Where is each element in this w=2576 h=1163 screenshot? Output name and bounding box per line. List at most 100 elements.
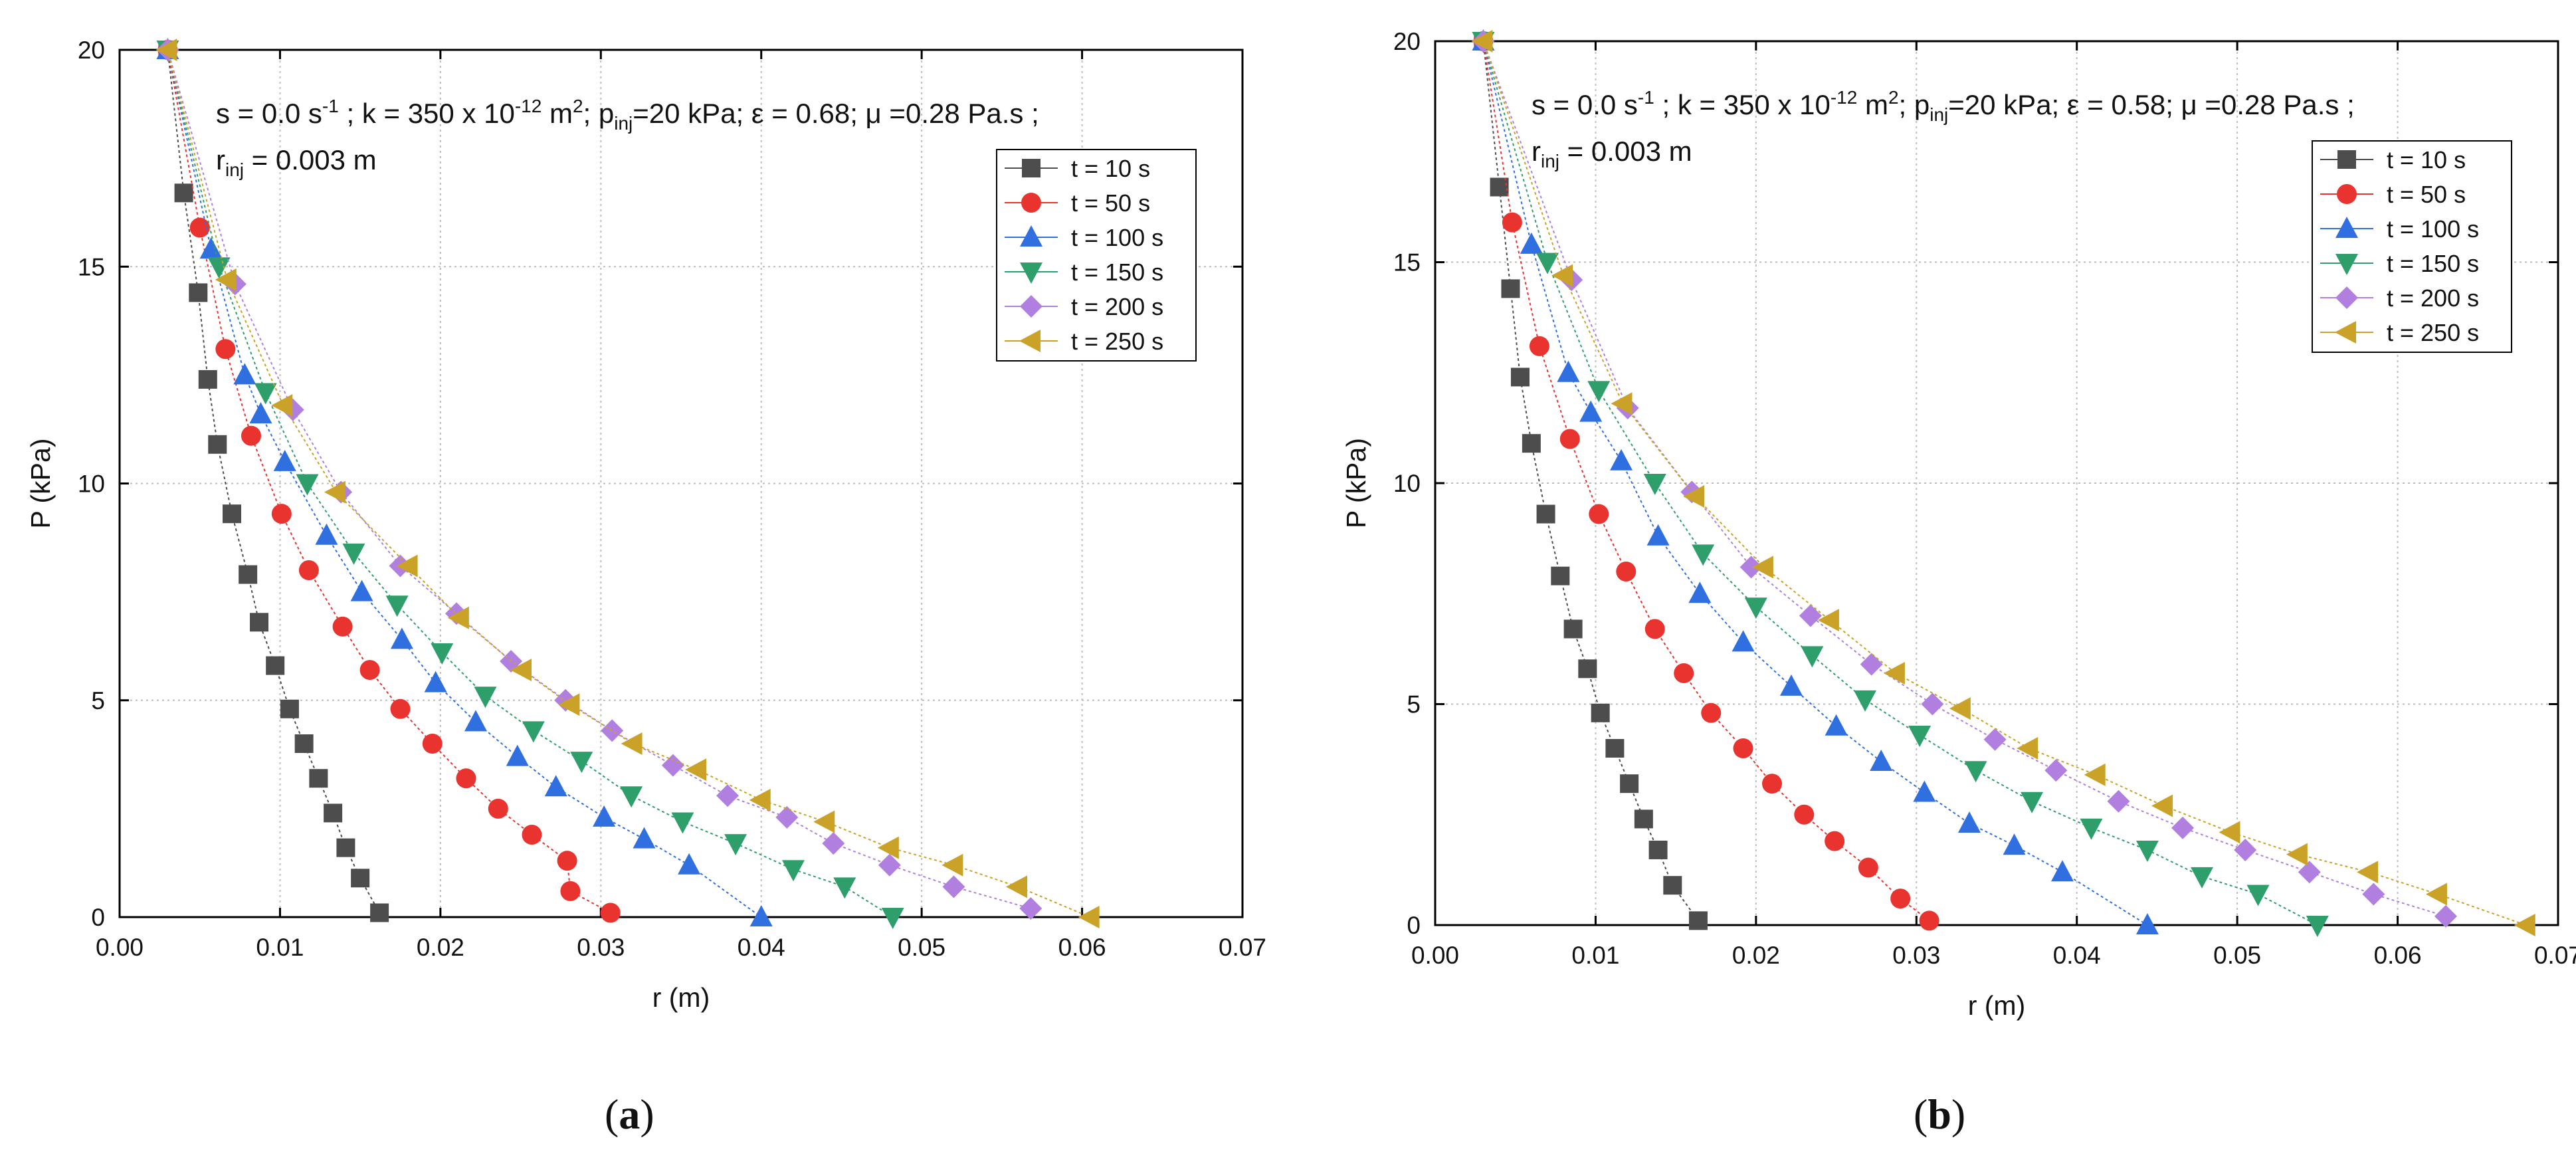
data-point-2-2 <box>233 363 256 385</box>
data-point-5-4 <box>396 554 418 578</box>
data-point-2-11 <box>1913 780 1936 802</box>
annotation-line-1: s = 0.0 s-1 ; k = 350 x 10-12 m2; pinj=2… <box>216 96 1039 134</box>
legend-marker-2 <box>2335 217 2358 238</box>
data-point-4-6 <box>1860 653 1883 676</box>
data-point-5-8 <box>2017 737 2038 760</box>
data-point-4-15 <box>1019 897 1042 920</box>
data-point-2-12 <box>593 805 616 827</box>
data-point-5-6 <box>1883 661 1905 685</box>
legend-label-3: t = 150 s <box>1071 259 1163 286</box>
legend-box <box>996 149 1197 362</box>
annot-m2: 2 <box>1888 87 1899 108</box>
annot-p-val: =20 kPa; ε = 0.68; μ =0.28 Pa.s ; <box>633 98 1039 129</box>
data-point-5-12 <box>2286 843 2308 866</box>
chart-panel-b: 0.00 0.01 0.02 0.03 0.04 0.05 0.06 0.07 0 5 10 15 20… <box>1341 28 2576 1021</box>
data-point-0-12 <box>1634 809 1653 829</box>
data-point-1-1 <box>1502 212 1522 233</box>
annot-k: ; k = 350 x 10 <box>339 98 515 129</box>
legend-label-4: t = 200 s <box>2387 284 2479 312</box>
data-point-2-9 <box>1825 714 1848 736</box>
chart-panel-a: 0.00 0.01 0.02 0.03 0.04 0.05 0.06 0.07 0 5 10 15 20… <box>25 37 1266 1013</box>
data-point-3-1 <box>207 257 231 279</box>
data-point-1-7 <box>1674 663 1694 683</box>
data-point-0-4 <box>1522 434 1541 453</box>
annot-k-unit: m <box>542 98 573 129</box>
annot-m2: 2 <box>573 96 583 116</box>
data-point-2-7 <box>390 627 413 649</box>
data-point-1-8 <box>1701 702 1722 723</box>
data-point-5-1 <box>1551 264 1573 287</box>
y-tick-label: 20 <box>78 37 105 64</box>
data-point-2-5 <box>1646 524 1670 546</box>
series-line-0 <box>1482 41 1699 921</box>
data-point-2-1 <box>1520 232 1543 254</box>
data-point-3-12 <box>2135 840 2159 862</box>
annot-r-sub: inj <box>1541 151 1559 171</box>
series-line-5 <box>167 49 1090 918</box>
data-point-0-13 <box>336 838 355 857</box>
data-point-2-7 <box>1732 630 1755 652</box>
data-point-0-2 <box>1501 279 1520 298</box>
legend-marker-3 <box>2335 254 2358 275</box>
data-point-0-14 <box>1663 876 1682 895</box>
data-point-3-8 <box>522 721 545 743</box>
data-point-5-14 <box>2425 883 2447 906</box>
data-point-1-2 <box>1529 336 1549 356</box>
data-point-1-15 <box>1919 910 1939 931</box>
annot-p-sub: inj <box>1930 104 1948 125</box>
data-point-4-9 <box>2044 759 2068 782</box>
y-axis-title: P (kPa) <box>25 439 56 529</box>
annot-r: r <box>1532 136 1541 167</box>
data-point-3-11 <box>2080 818 2103 840</box>
data-point-3-10 <box>2021 792 2044 813</box>
data-point-0-5 <box>1536 504 1555 524</box>
legend-marker-1 <box>1021 193 1041 213</box>
series-line-1 <box>1482 41 1930 922</box>
legend-marker-2 <box>1020 225 1042 247</box>
legend-label-5: t = 250 s <box>2387 319 2479 346</box>
data-point-0-1 <box>174 183 193 203</box>
data-point-0-2 <box>189 283 208 302</box>
data-point-1-3 <box>1559 429 1580 449</box>
data-point-5-2 <box>271 394 293 417</box>
data-point-4-8 <box>1983 728 2007 751</box>
x-tick-label: 0.05 <box>898 934 945 961</box>
data-point-0-13 <box>1648 840 1668 859</box>
x-tick-label: 0.00 <box>1411 942 1459 969</box>
data-point-5-9 <box>685 758 707 782</box>
data-point-2-10 <box>1870 749 1893 771</box>
data-point-3-2 <box>1587 381 1611 403</box>
legend-marker-4 <box>1020 295 1042 318</box>
data-point-2-10 <box>506 744 529 766</box>
x-tick-label: 0.02 <box>417 934 464 961</box>
legend-marker-1 <box>2337 184 2357 204</box>
annot-s: s = 0.0 s <box>216 98 322 129</box>
data-point-1-12 <box>1825 831 1845 851</box>
data-point-3-8 <box>1908 726 1932 748</box>
data-point-4-10 <box>716 784 740 807</box>
x-tick-label: 0.03 <box>1892 942 1940 969</box>
data-point-3-2 <box>254 383 277 405</box>
legend-label-2: t = 100 s <box>1071 224 1163 251</box>
series-line-0 <box>167 49 380 913</box>
data-point-5-6 <box>510 659 532 682</box>
y-tick-label: 10 <box>78 471 105 498</box>
data-point-3-6 <box>431 643 454 665</box>
legend-marker-3 <box>1020 263 1042 284</box>
data-point-2-6 <box>350 580 373 601</box>
series-line-2 <box>1482 41 2148 926</box>
annot-s: s = 0.0 s <box>1532 89 1638 120</box>
data-point-5-7 <box>1949 697 1971 720</box>
series-line-4 <box>167 49 1031 909</box>
legend-label-4: t = 200 s <box>1071 293 1163 320</box>
x-tick-label: 0.01 <box>1571 942 1619 969</box>
data-point-2-6 <box>1688 582 1712 603</box>
x-tick-label: 0.05 <box>2213 942 2261 969</box>
data-point-3-3 <box>296 474 319 496</box>
data-point-5-8 <box>621 732 643 755</box>
data-point-5-1 <box>215 268 237 291</box>
data-point-3-10 <box>620 786 643 808</box>
data-point-0-15 <box>370 903 389 922</box>
data-point-4-7 <box>1921 692 1944 716</box>
